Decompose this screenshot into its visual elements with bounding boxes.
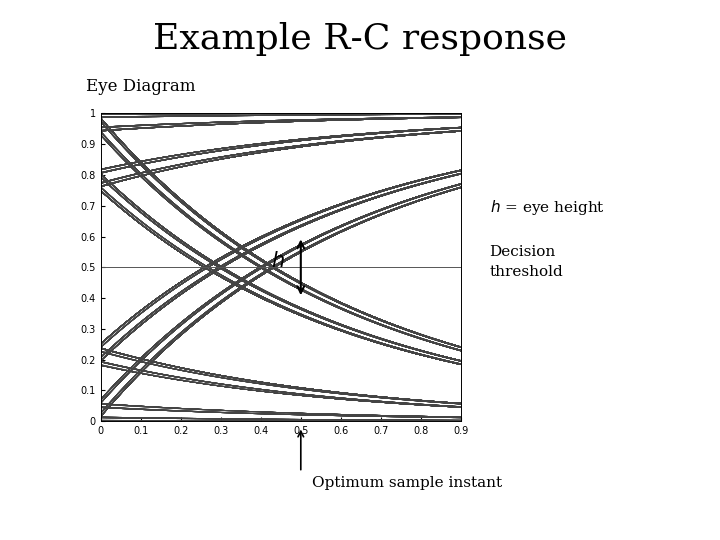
Text: Optimum sample instant: Optimum sample instant xyxy=(312,476,502,490)
FancyArrowPatch shape xyxy=(298,431,304,470)
Text: $h$: $h$ xyxy=(271,251,285,271)
Text: Eye Diagram: Eye Diagram xyxy=(86,78,196,95)
Text: Decision
threshold: Decision threshold xyxy=(490,245,563,279)
Text: $h$ = eye height: $h$ = eye height xyxy=(490,198,605,218)
Text: Example R-C response: Example R-C response xyxy=(153,22,567,56)
